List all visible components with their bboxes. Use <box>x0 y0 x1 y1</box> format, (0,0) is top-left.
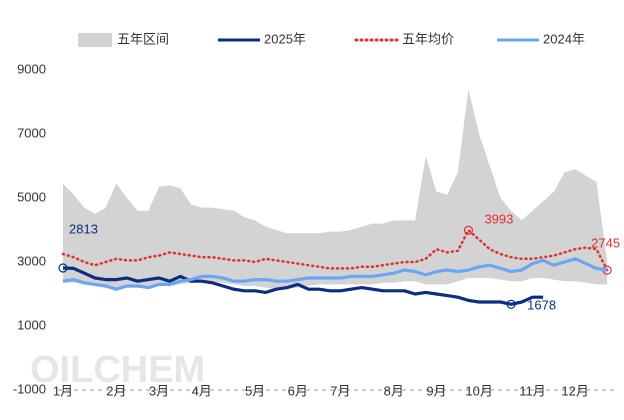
data-label: 2745 <box>591 236 620 251</box>
y-tick-label: 1000 <box>17 317 46 332</box>
point-marker <box>58 263 68 273</box>
x-tick-label: 9月 <box>426 383 446 398</box>
x-tick-label: 11月 <box>519 383 546 398</box>
data-label: 1678 <box>527 298 556 313</box>
y-tick-label: 3000 <box>17 253 46 268</box>
data-label: 3993 <box>484 212 513 227</box>
series-line <box>61 228 609 272</box>
data-label: 2813 <box>69 221 98 236</box>
point-marker <box>506 299 516 309</box>
series-line <box>62 257 608 291</box>
point-marker <box>463 225 474 235</box>
x-tick-label: 1月 <box>53 383 73 398</box>
legend-label: 2024年 <box>543 31 585 46</box>
x-tick-label: 3月 <box>149 383 169 398</box>
x-tick-label: 2月 <box>106 383 126 398</box>
y-tick-label: 9000 <box>17 61 46 76</box>
x-tick-label: 10月 <box>465 383 492 398</box>
series-line <box>62 266 544 306</box>
y-tick-label: 5000 <box>17 189 46 204</box>
legend-label: 2025年 <box>264 31 306 46</box>
legend-swatch <box>78 33 112 47</box>
y-tick-label: 7000 <box>17 125 46 140</box>
x-tick-label: 5月 <box>245 383 265 398</box>
y-tick-label: -1000 <box>13 381 46 396</box>
x-tick-label: 12月 <box>561 383 588 398</box>
range-area <box>63 89 608 290</box>
legend-label: 五年区间 <box>117 31 169 46</box>
x-tick-label: 6月 <box>288 383 308 398</box>
x-tick-label: 8月 <box>384 383 404 398</box>
x-tick-label: 7月 <box>330 383 350 398</box>
x-tick-label: 4月 <box>192 383 212 398</box>
legend-label: 五年均价 <box>402 31 454 46</box>
watermark: OILCHEM <box>30 349 205 391</box>
